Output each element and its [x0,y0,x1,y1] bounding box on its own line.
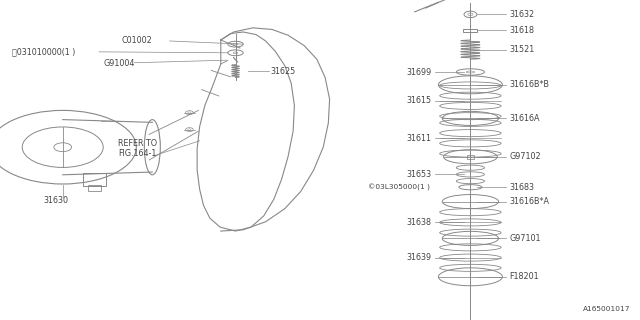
Text: 31699: 31699 [406,68,431,76]
Text: Ⓦ031010000(1 ): Ⓦ031010000(1 ) [12,47,75,56]
Text: 31632: 31632 [509,10,534,19]
Text: 31639: 31639 [406,253,431,262]
Bar [83,173,106,186]
Text: G97101: G97101 [509,234,541,243]
Text: REFER TO
FIG.164-1: REFER TO FIG.164-1 [118,139,157,158]
Text: 31616B*A: 31616B*A [509,197,550,206]
Bar [463,29,477,32]
Bar [88,185,101,191]
Text: F18201: F18201 [509,272,539,281]
Text: 31618: 31618 [509,26,534,35]
Text: ©03L305000(1 ): ©03L305000(1 ) [368,184,430,191]
Bar [467,155,474,159]
Text: G97102: G97102 [509,152,541,161]
Text: G91004: G91004 [104,59,135,68]
Text: A165001017: A165001017 [583,306,630,312]
Text: 31616B*B: 31616B*B [509,80,550,89]
Text: 31653: 31653 [406,170,431,179]
Text: 31521: 31521 [509,45,534,54]
Text: 31611: 31611 [406,134,431,143]
Text: 31625: 31625 [271,67,296,76]
Text: C01002: C01002 [122,36,152,44]
Text: 31683: 31683 [509,183,534,192]
Text: 31630: 31630 [44,196,68,204]
Text: 31616A: 31616A [509,114,540,123]
Text: 31638: 31638 [406,218,431,227]
Text: 31615: 31615 [406,96,431,105]
